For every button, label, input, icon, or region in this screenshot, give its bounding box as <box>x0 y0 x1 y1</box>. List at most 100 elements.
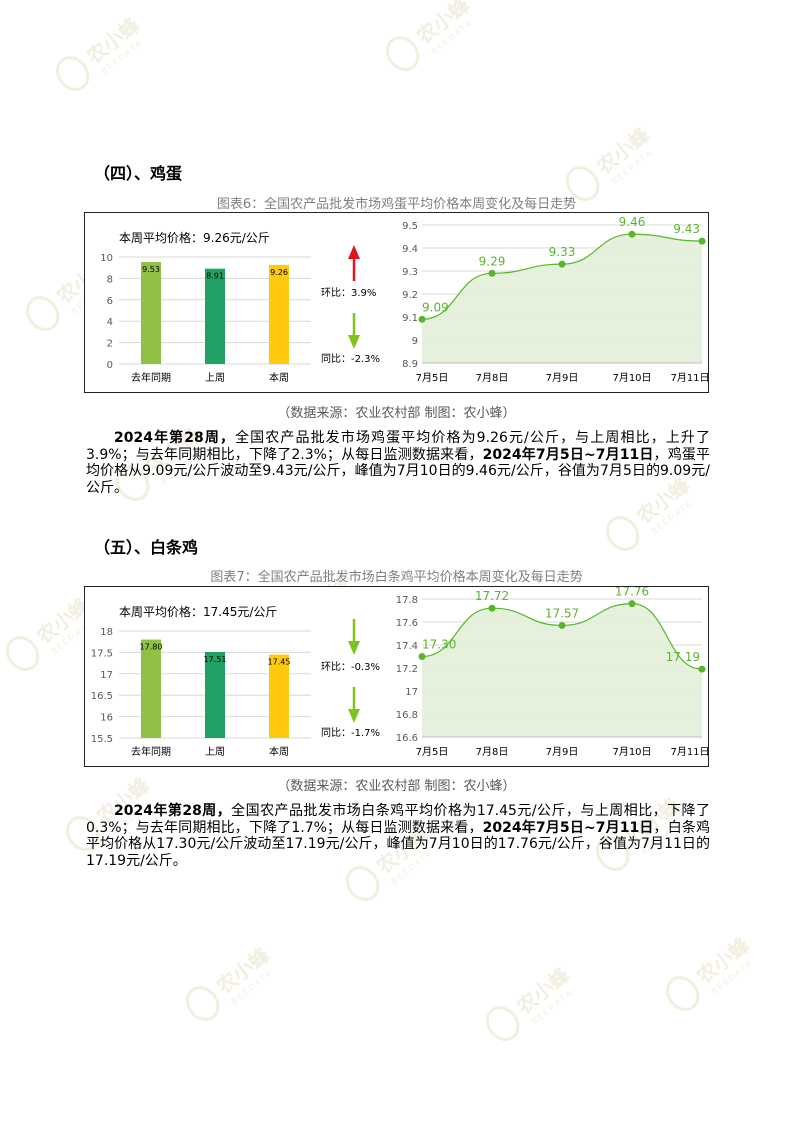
x-tick-label: 7月11日 <box>670 746 709 758</box>
change-indicator-label: 环比：-0.3% <box>321 661 380 673</box>
bar <box>269 264 289 364</box>
y-tick-label: 9.4 <box>402 244 418 255</box>
x-tick-label: 7月10日 <box>612 746 651 758</box>
figure-caption-6: 图表6：全国农产品批发市场鸡蛋平均价格本周变化及每日走势 <box>216 197 577 212</box>
data-point <box>698 665 706 673</box>
bar-chart-egg-weekly: 本周平均价格：9.26元/公斤 0 2 4 6 8 10 9.53 去年同期 8.91 上周 9.26… <box>100 230 380 384</box>
bar-value-label: 17.45 <box>268 658 291 667</box>
x-tick-label: 7月10日 <box>612 372 651 384</box>
bar <box>205 651 225 738</box>
watermark-subtext: BEEDATA <box>710 958 755 996</box>
y-tick-label: 6 <box>107 296 113 307</box>
data-label: 9.46 <box>619 215 646 229</box>
bar-value-label: 9.26 <box>270 268 288 277</box>
bar-chart-chicken-weekly: 本周平均价格：17.45元/公斤 15.5 16 16.5 17 17.5 18 17.80 去… <box>91 604 380 758</box>
watermark-subtext: BEEDATA <box>100 38 145 76</box>
down-arrowhead-icon <box>348 641 360 655</box>
y-tick-label: 8 <box>107 274 113 285</box>
watermark-subtext: BEEDATA <box>650 498 695 536</box>
data-label: 9.09 <box>422 300 449 314</box>
y-tick-label: 15.5 <box>91 734 113 745</box>
para-chicken-body: 全国农产品批发市场白条鸡平均价格为17.45元/公斤，与上周相比，下降了0.3%… <box>86 803 710 836</box>
data-source-chicken: （数据来源：农业农村部 制图：农小蜂） <box>277 779 516 794</box>
data-point <box>488 604 496 612</box>
area-fill <box>422 234 702 363</box>
change-indicator-label: 同比：-1.7% <box>321 727 380 739</box>
data-point <box>418 653 426 660</box>
x-tick-label: 本周 <box>269 745 289 758</box>
x-tick-label: 7月5日 <box>416 746 449 758</box>
data-label: 9.43 <box>673 222 700 236</box>
chart-panel-chicken: 本周平均价格：17.45元/公斤 15.5 16 16.5 17 17.5 18 17.80 去… <box>84 586 710 767</box>
change-indicator-label: 环比：3.9% <box>321 287 376 299</box>
bar-value-label: 17.51 <box>204 655 227 664</box>
watermark-bee-icon <box>185 986 220 1021</box>
data-source-egg: （数据来源：农业农村部 制图：农小蜂） <box>277 406 516 421</box>
watermark-bee-icon <box>605 516 640 551</box>
x-tick-label: 去年同期 <box>131 745 171 758</box>
y-tick-label: 9.1 <box>402 313 418 324</box>
bar-chart-title: 本周平均价格：17.45元/公斤 <box>119 604 277 619</box>
bar-chart-title: 本周平均价格：9.26元/公斤 <box>119 230 270 245</box>
data-point <box>558 621 566 629</box>
y-tick-label: 9.5 <box>402 221 418 232</box>
y-tick-label: 16.6 <box>396 733 418 744</box>
line-chart-egg-daily: 8.9 9 9.1 9.2 9.3 9.4 9.5 9.09 9.29 9.33 9.46 9.43 7… <box>402 215 709 384</box>
para-egg-range: 2024年7月5日~7月11日 <box>482 446 654 463</box>
watermark-bee-icon <box>485 1006 520 1041</box>
data-label: 17.57 <box>545 606 579 620</box>
x-tick-label: 7月9日 <box>546 372 579 384</box>
watermark-text: 农小蜂 <box>511 962 575 1019</box>
data-label: 17.30 <box>422 638 456 652</box>
data-label: 17.19 <box>666 650 700 664</box>
watermark-bee-icon <box>5 636 40 671</box>
data-point <box>488 269 496 277</box>
bar <box>141 262 161 364</box>
watermark-text: 农小蜂 <box>211 942 275 999</box>
watermark-bee-icon <box>55 56 90 91</box>
data-label: 17.72 <box>475 589 509 603</box>
watermark-subtext: BEEDATA <box>430 18 475 56</box>
y-tick-label: 9 <box>412 336 418 347</box>
x-tick-label: 上周 <box>205 746 225 758</box>
y-tick-label: 10 <box>100 253 113 264</box>
y-tick-label: 2 <box>107 339 113 350</box>
down-arrowhead-icon <box>348 709 360 723</box>
watermark-bee-icon <box>385 36 420 71</box>
x-tick-label: 本周 <box>269 371 289 384</box>
up-arrowhead-icon <box>348 245 360 259</box>
para-egg-body: 全国农产品批发市场鸡蛋平均价格为9.26元/公斤，与上周相比，上升了3.9%；与… <box>86 430 710 463</box>
x-tick-label: 7月11日 <box>670 372 709 384</box>
bar <box>205 268 225 364</box>
bar-value-label: 9.53 <box>142 265 160 274</box>
change-indicator-label: 同比：-2.3% <box>321 353 380 365</box>
x-tick-label: 7月5日 <box>416 372 449 384</box>
y-tick-label: 9.3 <box>402 267 418 278</box>
data-point <box>628 600 636 608</box>
watermark-bee-icon <box>665 976 700 1011</box>
watermark-subtext: BEEDATA <box>530 988 575 1026</box>
para-chicken-week: 2024年第28周， <box>114 803 232 819</box>
bar <box>141 639 161 738</box>
data-point <box>628 230 636 238</box>
watermark-subtext: BEEDATA <box>610 148 655 186</box>
chart-panel-egg: 本周平均价格：9.26元/公斤 0 2 4 6 8 10 9.53 去年同期 8.91 上周 9.26… <box>84 212 710 393</box>
y-tick-label: 17.5 <box>91 648 113 659</box>
y-tick-label: 17 <box>100 670 113 681</box>
data-point <box>698 237 706 245</box>
x-tick-label: 上周 <box>205 372 225 384</box>
y-tick-label: 17.8 <box>396 595 418 606</box>
x-tick-label: 7月8日 <box>476 746 509 758</box>
y-tick-label: 17.6 <box>396 618 418 629</box>
watermark-text: 农小蜂 <box>691 932 755 989</box>
y-tick-label: 16 <box>100 713 113 724</box>
y-tick-label: 8.9 <box>402 359 418 370</box>
y-tick-label: 17.2 <box>396 664 418 675</box>
line-chart-chicken-daily: 16.6 16.8 17 17.2 17.4 17.6 17.8 17.30 17.72 17.5… <box>396 587 710 758</box>
bar <box>269 654 289 738</box>
watermark-text: 农小蜂 <box>411 0 475 49</box>
y-tick-label: 16.8 <box>396 710 418 721</box>
